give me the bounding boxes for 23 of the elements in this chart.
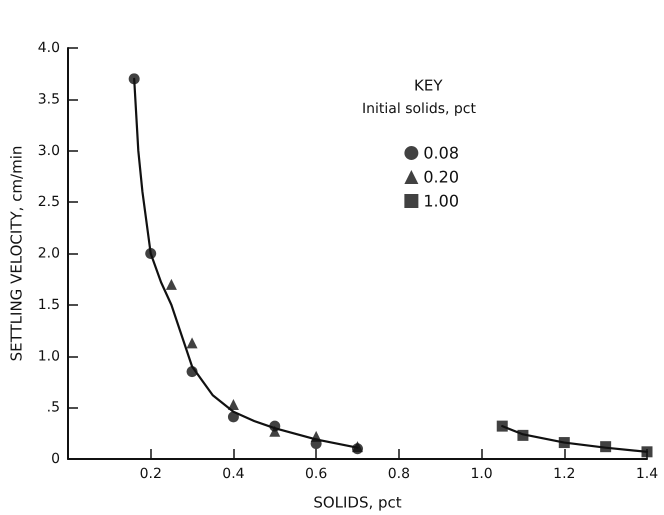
y-tick-label: 1.5 bbox=[38, 296, 60, 313]
y-tick-label: 3.5 bbox=[38, 91, 60, 108]
y-tick-label: 3.0 bbox=[38, 142, 60, 159]
y-tick-label: 4.0 bbox=[38, 40, 60, 56]
y-tick-label: .5 bbox=[46, 400, 60, 416]
x-tick-label: 0.2 bbox=[140, 466, 162, 482]
y-axis-title: SETTLING VELOCITY, cm/min bbox=[8, 146, 26, 362]
y-tick-label: 0 bbox=[51, 451, 60, 467]
x-tick-label: 0.4 bbox=[222, 466, 245, 482]
x-axis-title: SOLIDS, pct bbox=[313, 494, 402, 512]
x-tick-label: 1.4 bbox=[636, 466, 658, 482]
annotation: Initial solids, pct bbox=[362, 101, 476, 117]
y-tick-label: 1.0 bbox=[38, 348, 60, 364]
x-tick-label: 0.6 bbox=[305, 466, 328, 482]
legend-label: 0.20 bbox=[423, 168, 459, 186]
legend-label: 1.00 bbox=[423, 192, 459, 210]
legend-title: KEY bbox=[414, 76, 444, 94]
legend-label: 0.08 bbox=[423, 144, 459, 162]
x-tick-label: 1.2 bbox=[553, 466, 576, 482]
y-tick-label: 2.5 bbox=[38, 194, 60, 210]
x-tick-label: 0.8 bbox=[388, 466, 410, 482]
x-tick-label: 1.0 bbox=[470, 466, 493, 482]
y-tick-label: 2.0 bbox=[38, 246, 60, 262]
